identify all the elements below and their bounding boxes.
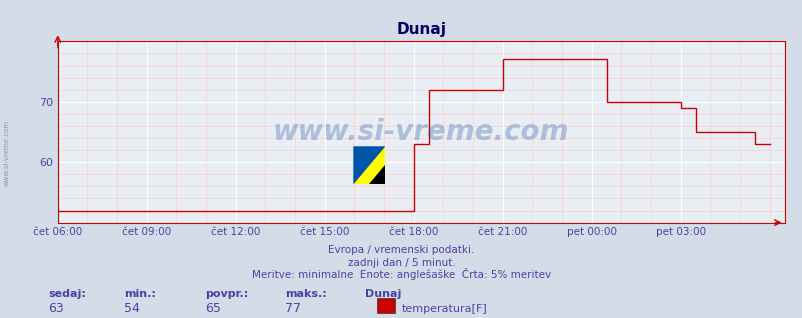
Text: sedaj:: sedaj: — [48, 289, 86, 299]
Text: www.si-vreme.com: www.si-vreme.com — [273, 118, 569, 146]
Text: temperatura[F]: temperatura[F] — [401, 304, 487, 314]
Text: www.si-vreme.com: www.si-vreme.com — [3, 120, 10, 186]
Text: 65: 65 — [205, 302, 221, 315]
Text: Evropa / vremenski podatki.: Evropa / vremenski podatki. — [328, 245, 474, 255]
Title: Dunaj: Dunaj — [395, 22, 446, 38]
Text: maks.:: maks.: — [285, 289, 326, 299]
Polygon shape — [353, 146, 385, 184]
Polygon shape — [353, 146, 385, 184]
Text: Dunaj: Dunaj — [365, 289, 401, 299]
Polygon shape — [369, 165, 385, 184]
Text: min.:: min.: — [124, 289, 156, 299]
Text: povpr.:: povpr.: — [205, 289, 248, 299]
Text: 77: 77 — [285, 302, 301, 315]
Text: 54: 54 — [124, 302, 140, 315]
Text: zadnji dan / 5 minut.: zadnji dan / 5 minut. — [347, 258, 455, 267]
Text: 63: 63 — [48, 302, 64, 315]
Text: Meritve: minimalne  Enote: anglešaške  Črta: 5% meritev: Meritve: minimalne Enote: anglešaške Črt… — [252, 268, 550, 280]
